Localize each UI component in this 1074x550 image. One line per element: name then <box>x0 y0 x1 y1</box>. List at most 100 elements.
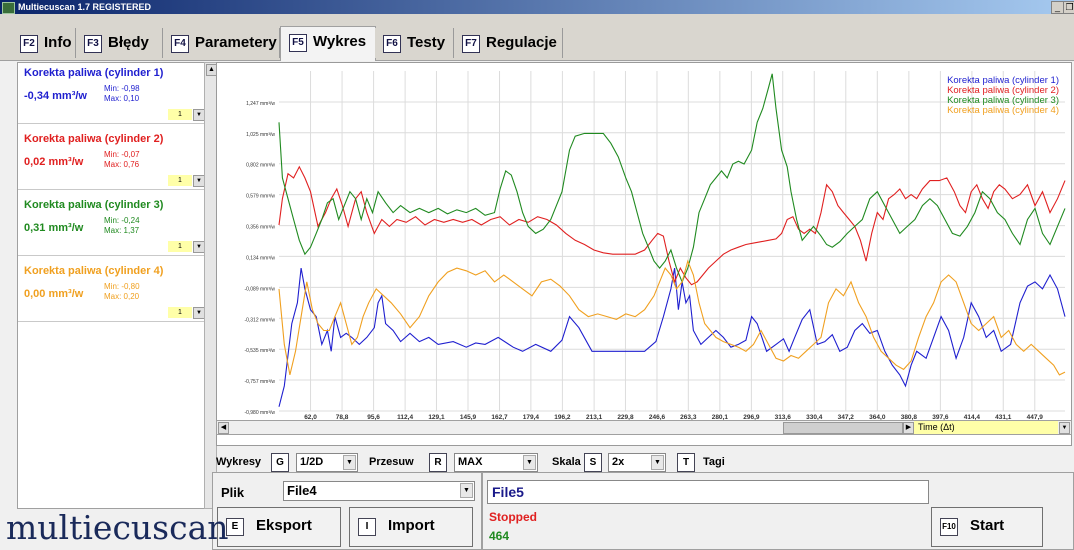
x-tick-label: 414,4 <box>964 414 981 421</box>
legend-entry: Korekta paliwa (cylinder 2) <box>947 85 1059 96</box>
x-tick-label: 162,7 <box>491 414 508 421</box>
x-tick-label: 196,2 <box>554 414 571 421</box>
x-tick-label: 431,1 <box>995 414 1012 421</box>
wykresy-select[interactable]: 1/2D ▼ <box>296 453 358 472</box>
x-tick-label: 78,8 <box>336 414 349 421</box>
tab-info[interactable]: F2 Info <box>12 28 76 58</box>
sample-count: 464 <box>489 529 510 543</box>
scroll-right-icon[interactable]: ▶ <box>903 422 914 434</box>
x-tick-label: 95,6 <box>367 414 380 421</box>
tab-testy[interactable]: F6 Testy <box>375 28 454 58</box>
skala-key: S <box>584 453 602 472</box>
sensor-min: Min: -0,07 <box>104 150 140 159</box>
line-chart: 1,247 mm³/w 1,025 mm³/w 0,802 mm³/w 0,579 m… <box>244 71 1066 421</box>
x-tick-label: 179,4 <box>523 414 540 421</box>
sensor-list: Korekta paliwa (cylinder 1) -0,34 mm³/w … <box>17 62 205 509</box>
sensor-min: Min: -0,80 <box>104 282 140 291</box>
sensor-max: Max: 0,10 <box>104 94 140 103</box>
chevron-down-icon: ▼ <box>460 483 473 498</box>
eksport-button[interactable]: E Eksport <box>217 507 341 547</box>
y-tick-label: 0,802 mm³/w <box>246 163 275 169</box>
przesuw-key: R <box>429 453 447 472</box>
x-tick-label: 330,4 <box>806 414 823 421</box>
y-tick-label: 0,579 mm³/w <box>246 194 275 200</box>
legend-entry: Korekta paliwa (cylinder 3) <box>947 95 1059 106</box>
x-tick-label: 280,1 <box>712 414 729 421</box>
file-panel: Plik File4 ▼ E Eksport I Import <box>212 472 482 550</box>
tab-bledy[interactable]: F3 Błędy <box>76 28 163 58</box>
przesuw-select[interactable]: MAX ▼ <box>454 453 538 472</box>
sensor-value: 0,00 mm³/w <box>24 288 84 300</box>
x-tick-label: 447,9 <box>1027 414 1044 421</box>
scale-select[interactable]: 1 ▼ <box>168 307 206 319</box>
chart-scrollbar[interactable]: ◀ ▶ Time (Δt) ▼ <box>216 420 1072 435</box>
y-tick-label: -0,535 mm³/w <box>244 348 275 354</box>
sensor-item-cylinder-1[interactable]: Korekta paliwa (cylinder 1) -0,34 mm³/w … <box>18 63 206 124</box>
y-tick-label: 1,247 mm³/w <box>246 101 275 107</box>
tab-parametery[interactable]: F4 Parametery <box>163 28 280 58</box>
time-mode-select[interactable]: Time (Δt) <box>914 421 1058 434</box>
wykresy-key: G <box>271 453 289 472</box>
tagi-label: Tagi <box>703 456 725 468</box>
scroll-thumb[interactable] <box>783 422 903 434</box>
start-button[interactable]: F10 Start <box>931 507 1043 547</box>
scale-select[interactable]: 1 ▼ <box>168 241 206 253</box>
x-tick-label: 397,6 <box>932 414 949 421</box>
file-label: Plik <box>221 485 245 500</box>
sensor-name: Korekta paliwa (cylinder 1) <box>24 67 164 79</box>
series-line <box>278 259 1066 376</box>
skala-label: Skala <box>552 456 581 468</box>
legend-entry: Korekta paliwa (cylinder 1) <box>947 75 1059 86</box>
sensor-max: Max: 0,76 <box>104 160 140 169</box>
y-tick-label: -0,980 mm³/w <box>244 410 275 416</box>
y-tick-label: 0,134 mm³/w <box>246 255 275 261</box>
wykresy-label: Wykresy <box>216 456 262 468</box>
recording-panel: File5 Stopped 464 F10 Start <box>482 472 1074 550</box>
file-name-input[interactable]: File5 <box>487 480 929 504</box>
x-tick-label: 112,4 <box>397 414 413 421</box>
app-icon <box>2 2 15 14</box>
series-line <box>278 73 1066 284</box>
sensor-item-cylinder-2[interactable]: Korekta paliwa (cylinder 2) 0,02 mm³/w M… <box>18 129 206 190</box>
file-select[interactable]: File4 ▼ <box>283 481 475 501</box>
tab-regulacje[interactable]: F7 Regulacje <box>454 28 563 58</box>
x-tick-label: 380,8 <box>901 414 918 421</box>
chevron-down-icon: ▼ <box>343 455 356 470</box>
series-line <box>278 268 1066 407</box>
status-text: Stopped <box>489 510 537 524</box>
restore-button[interactable]: ❐ <box>1063 1 1074 14</box>
x-tick-label: 129,1 <box>428 414 445 421</box>
x-tick-label: 62,0 <box>304 414 317 421</box>
chevron-down-icon: ▼ <box>193 241 205 253</box>
chevron-down-icon: ▼ <box>651 455 664 470</box>
tab-bar: F2 Info F3 Błędy F4 Parametery F5 Wykres F6 T… <box>0 14 1074 61</box>
y-tick-label: -0,089 mm³/w <box>244 286 275 292</box>
sensor-value: -0,34 mm³/w <box>24 90 87 102</box>
import-button[interactable]: I Import <box>349 507 473 547</box>
sensor-name: Korekta paliwa (cylinder 4) <box>24 265 164 277</box>
x-tick-label: 296,9 <box>743 414 760 421</box>
sensor-item-cylinder-3[interactable]: Korekta paliwa (cylinder 3) 0,31 mm³/w M… <box>18 195 206 256</box>
sensor-max: Max: 0,20 <box>104 292 140 301</box>
przesuw-label: Przesuw <box>369 456 414 468</box>
scroll-left-icon[interactable]: ◀ <box>218 422 229 434</box>
x-tick-label: 313,6 <box>775 414 792 421</box>
skala-select[interactable]: 2x ▼ <box>608 453 666 472</box>
chart-controls: Wykresy G 1/2D ▼ Przesuw R MAX ▼ Skala S 2… <box>216 453 1066 473</box>
window-title: Multiecuscan 1.7 REGISTERED <box>18 2 152 12</box>
chart-area: 1,247 mm³/w 1,025 mm³/w 0,802 mm³/w 0,579 m… <box>216 62 1072 446</box>
x-tick-label: 263,3 <box>680 414 697 421</box>
series-line <box>278 165 1066 286</box>
tab-wykres[interactable]: F5 Wykres <box>280 26 376 61</box>
sensor-item-cylinder-4[interactable]: Korekta paliwa (cylinder 4) 0,00 mm³/w M… <box>18 261 206 322</box>
tagi-key[interactable]: T <box>677 453 695 472</box>
scale-select[interactable]: 1 ▼ <box>168 175 206 187</box>
y-tick-label: -0,757 mm³/w <box>244 379 275 385</box>
chevron-down-icon[interactable]: ▼ <box>1059 422 1070 434</box>
x-tick-label: 145,9 <box>460 414 477 421</box>
x-tick-label: 246,6 <box>649 414 666 421</box>
y-tick-label: 0,356 mm³/w <box>246 225 275 231</box>
x-tick-label: 213,1 <box>586 414 603 421</box>
title-bar: Multiecuscan 1.7 REGISTERED _ ❐ <box>0 0 1074 14</box>
scale-select[interactable]: 1 ▼ <box>168 109 206 121</box>
